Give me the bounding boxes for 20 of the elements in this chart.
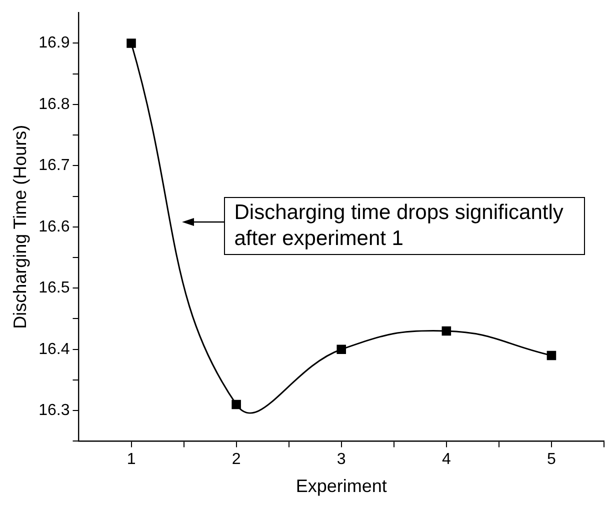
y-tick-label: 16.7: [38, 157, 70, 174]
y-tick-label: 16.3: [38, 402, 70, 419]
y-tick-label: 16.4: [38, 340, 70, 358]
point: [546, 350, 556, 360]
point: [232, 400, 241, 410]
x-tick-label: 4: [442, 451, 451, 468]
x-tick-label: 1: [126, 451, 136, 468]
x-tick-label: 5: [547, 451, 556, 468]
point: [336, 344, 346, 354]
point: [442, 326, 452, 336]
x-tick-label: 3: [336, 451, 346, 468]
y-tick-label: 16.9: [38, 34, 70, 52]
x-axis-title: Experiment: [296, 476, 387, 496]
y-tick-label: 16.5: [38, 280, 70, 297]
y-axis-title: Discharging Time (Hours): [10, 124, 30, 329]
annotation: Discharging time drops significantly after experiment 1: [224, 196, 586, 255]
y-tick-label: 16.6: [38, 218, 70, 236]
y-tick-label: 16.8: [38, 96, 70, 113]
point: [126, 38, 136, 48]
x-tick-label: 2: [232, 451, 241, 468]
